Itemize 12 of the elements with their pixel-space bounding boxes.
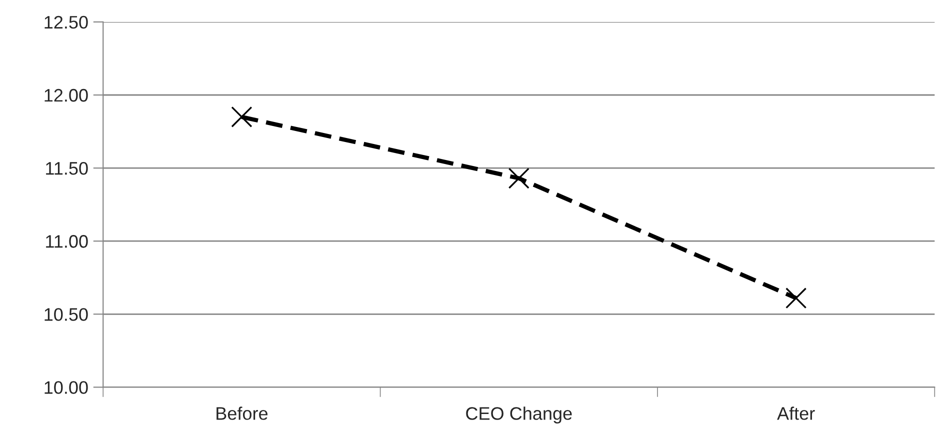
y-tick-label: 11.50 [46,162,88,175]
y-tick-label: 12.00 [44,88,88,102]
point [231,106,252,128]
y-tick-label: 10.50 [44,308,88,321]
y-tick-label: 12.50 [44,16,88,29]
x-tick-label: CEO Change [466,406,572,424]
x-tick-label: Before [216,406,268,420]
y-tick-label: 10.00 [44,381,88,394]
point [786,288,807,309]
y-tick-label: 11.00 [46,235,88,248]
point [508,168,530,189]
x-tick-label: After [777,406,815,420]
